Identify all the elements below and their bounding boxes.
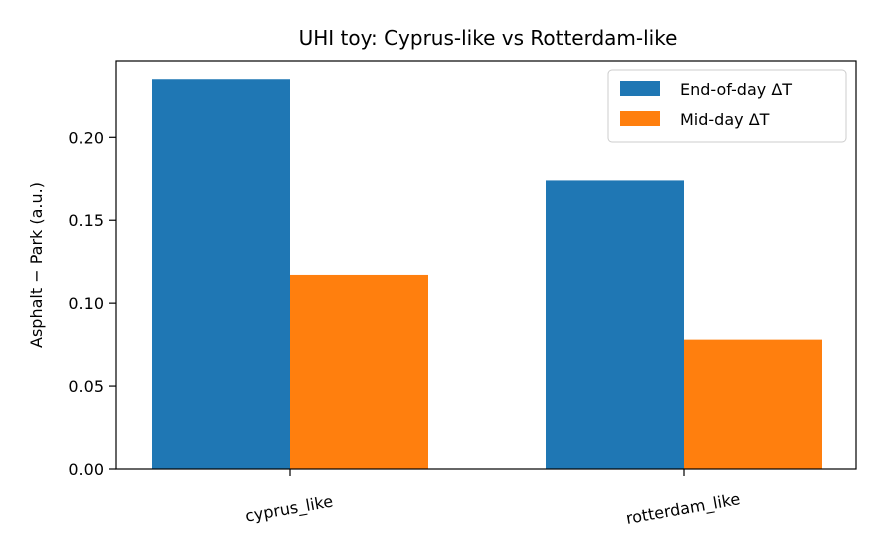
bar-rotterdam_like-series-1 bbox=[684, 339, 822, 469]
legend-label-1: Mid-day ΔT bbox=[680, 110, 770, 129]
y-tick-label-1: 0.05 bbox=[68, 377, 104, 396]
y-tick-label-2: 0.10 bbox=[68, 294, 104, 313]
x-tick-label-cyprus_like: cyprus_like bbox=[244, 492, 335, 527]
legend-box bbox=[607, 69, 847, 143]
legend-label-0: End-of-day ΔT bbox=[680, 80, 792, 99]
x-tick-label-rotterdam_like: rotterdam_like bbox=[624, 489, 741, 529]
legend-swatch-0 bbox=[620, 81, 660, 96]
plot-frame bbox=[115, 60, 857, 470]
bar-rotterdam_like-series-0 bbox=[546, 180, 684, 470]
bar-cyprus_like-series-1 bbox=[290, 274, 428, 469]
y-axis-label: Asphalt − Park (a.u.) bbox=[27, 182, 46, 348]
legend-swatch-1 bbox=[620, 111, 660, 126]
y-tick-label-4: 0.20 bbox=[68, 128, 104, 147]
bar-cyprus_like-series-0 bbox=[152, 79, 290, 470]
bars-layer bbox=[152, 79, 822, 470]
legend: End-of-day ΔT Mid-day ΔT bbox=[607, 69, 847, 143]
y-tick-label-0: 0.00 bbox=[68, 460, 104, 479]
y-tick-label-3: 0.15 bbox=[68, 211, 104, 230]
chart-title: UHI toy: Cyprus-like vs Rotterdam-like bbox=[299, 26, 678, 50]
